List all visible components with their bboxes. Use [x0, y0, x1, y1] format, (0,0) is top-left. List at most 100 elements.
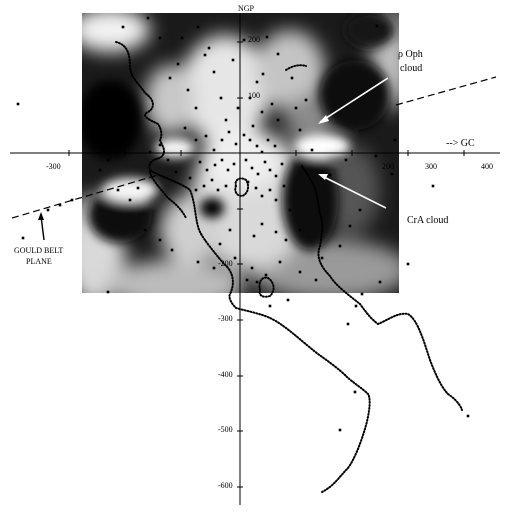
star-point [255, 144, 259, 148]
star-point [136, 186, 140, 190]
density-map [82, 13, 399, 293]
star-point [46, 208, 50, 212]
star-point [231, 58, 235, 62]
star-point [280, 162, 284, 166]
x-tick-label: 400 [481, 162, 493, 171]
star-point [274, 198, 278, 202]
star-point [314, 278, 318, 282]
star-point [358, 208, 362, 212]
star-point [320, 256, 324, 260]
star-point [245, 278, 249, 282]
star-point [242, 133, 246, 137]
star-point [98, 168, 102, 172]
star-point [274, 230, 278, 234]
star-point [219, 96, 223, 100]
star-point [378, 280, 382, 284]
star-point [176, 62, 180, 66]
x-tick-label: -300 [46, 162, 61, 171]
star-point [406, 262, 410, 266]
tick-labels: -300 200 300 400 200 100 -200 -300 -400 … [46, 35, 493, 490]
star-point [224, 184, 228, 188]
star-point [186, 88, 190, 92]
star-point [188, 176, 192, 180]
star-point [226, 168, 230, 172]
star-point [270, 102, 274, 106]
star-point [205, 168, 209, 172]
star-point [264, 273, 268, 277]
star-point [180, 36, 184, 40]
star-point [252, 234, 256, 238]
star-point [393, 138, 397, 142]
star-point [338, 244, 342, 248]
y-tick-label: 200 [248, 35, 260, 44]
star-point [250, 266, 254, 270]
star-point [194, 188, 198, 192]
star-point [174, 170, 178, 174]
star-point [260, 222, 264, 226]
star-point [390, 172, 394, 176]
star-point [353, 390, 357, 394]
star-point [220, 138, 224, 142]
star-point [106, 290, 110, 294]
gould-belt-plane-line [11, 76, 497, 219]
star-point [466, 414, 470, 418]
star-point [251, 124, 255, 128]
contour-center-loop [234, 177, 250, 198]
star-point [431, 184, 435, 188]
x-tick-label: 200 [382, 162, 394, 171]
star-point [224, 118, 228, 122]
star-point [58, 203, 62, 207]
star-point [227, 130, 231, 134]
star-point [276, 118, 280, 122]
star-point [228, 228, 232, 232]
star-point [106, 158, 110, 162]
star-point [158, 238, 162, 242]
star-point [276, 52, 280, 56]
y-tick-label: -200 [218, 259, 233, 268]
contour-oph-bottom [301, 165, 463, 411]
cra-arrow [321, 175, 387, 209]
star-point [218, 242, 222, 246]
star-point [207, 46, 211, 50]
star-point [278, 260, 282, 264]
labels: NGP --> GC ρ Oph cloud CrA cloud GOULD B… [14, 4, 475, 266]
star-point [304, 98, 308, 102]
contour-left [115, 41, 371, 493]
gould-belt-label: GOULD BELT [14, 246, 63, 255]
star-point [248, 138, 252, 142]
star-point [194, 106, 198, 110]
star-point [268, 188, 272, 192]
star-point [242, 38, 246, 42]
y-tick-label: -300 [218, 314, 233, 323]
star-point [274, 174, 278, 178]
star-point [213, 163, 217, 167]
star-point [260, 110, 264, 114]
rho-oph-cloud-label: cloud [400, 63, 422, 74]
star-point [70, 198, 74, 202]
star-point [148, 150, 152, 154]
star-point [260, 194, 264, 198]
star-point [268, 168, 272, 172]
star-point [250, 166, 254, 170]
star-point [263, 160, 267, 164]
contour-bottom-loop [258, 276, 275, 298]
star-point [183, 126, 187, 130]
star-point [346, 322, 350, 326]
star-point [232, 162, 236, 166]
star-point [248, 96, 252, 100]
star-point [290, 76, 294, 80]
rho-oph-arrow [319, 77, 389, 123]
star-point [374, 154, 378, 158]
gc-label: --> GC [446, 138, 475, 149]
star-point [220, 158, 224, 162]
star-point [294, 106, 298, 110]
contour-right-upper [285, 64, 307, 71]
star-point [288, 208, 292, 212]
star-point [210, 178, 214, 182]
star-point [128, 198, 132, 202]
star-point [286, 298, 290, 302]
star-point [196, 25, 200, 29]
star-point [21, 236, 25, 240]
